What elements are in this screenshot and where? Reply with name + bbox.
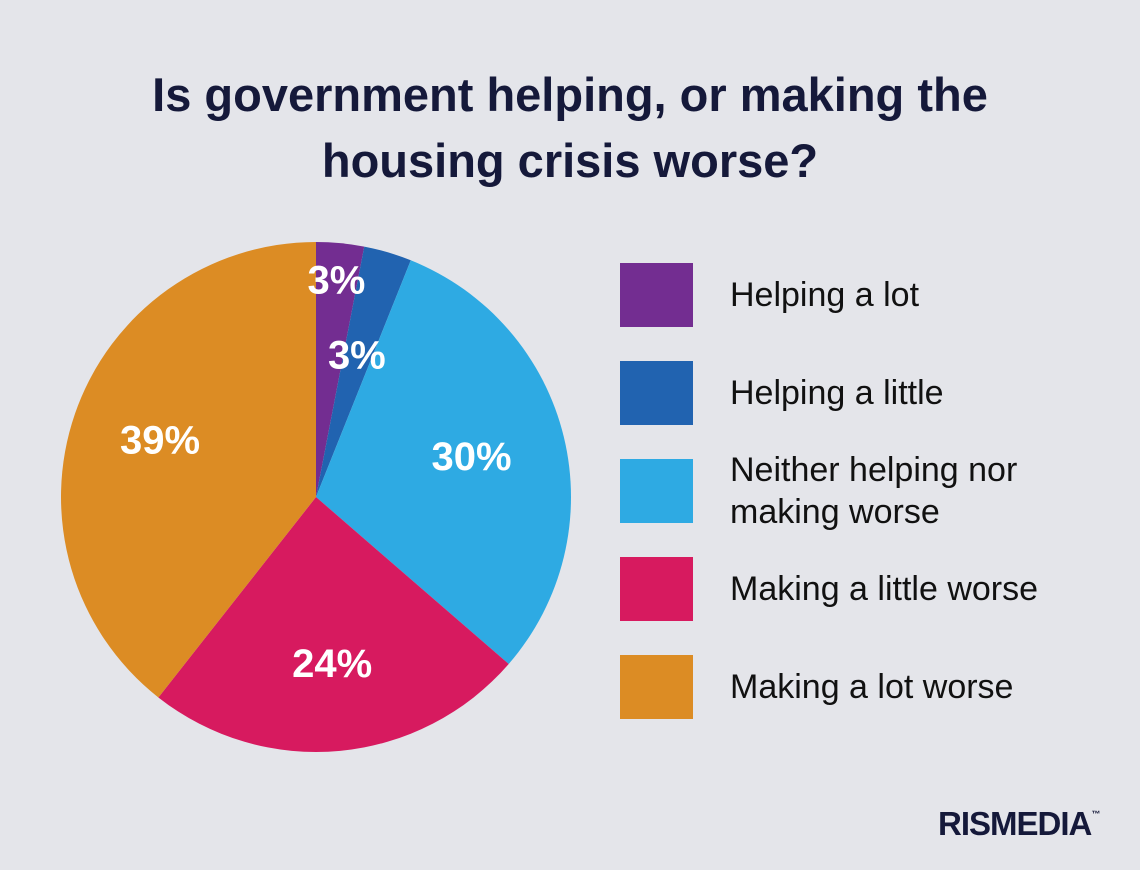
legend-swatch (620, 361, 693, 425)
pie-slice-5 (60, 242, 317, 698)
legend-label: Making a little worse (730, 570, 1039, 608)
legend-swatch (620, 263, 693, 327)
chart-title: Is government helping, or making the hou… (0, 62, 1140, 194)
pie-slice-label-5: 39% (120, 419, 200, 463)
legend-swatch (620, 655, 693, 719)
pie-slice-1 (316, 242, 365, 497)
pie-slice-label-4: 24% (292, 642, 372, 686)
pie-slice-label-3: 30% (431, 435, 511, 479)
trademark-mark: ™ (1091, 809, 1101, 819)
pie-slice-label-1: 3% (308, 259, 366, 303)
legend-label: Neither helping nor making worse (730, 451, 1018, 531)
legend-swatch (620, 557, 693, 621)
pie-slice-2 (316, 246, 411, 497)
logo-text: RISMEDIA (938, 805, 1092, 842)
pie-slice-3 (316, 260, 571, 664)
chart-title-line-1: Is government helping, or making the (152, 68, 988, 121)
legend-label: Making a lot worse (730, 668, 1014, 706)
legend-swatch (620, 459, 693, 523)
pie-slice-4 (158, 497, 509, 753)
legend-label: Helping a little (730, 374, 944, 412)
chart-title-line-2: housing crisis worse? (321, 134, 819, 187)
rismedia-logo: RISMEDIA™ (938, 805, 1100, 843)
legend-label: Helping a lot (730, 276, 920, 314)
pie-slice-label-2: 3% (328, 333, 386, 377)
